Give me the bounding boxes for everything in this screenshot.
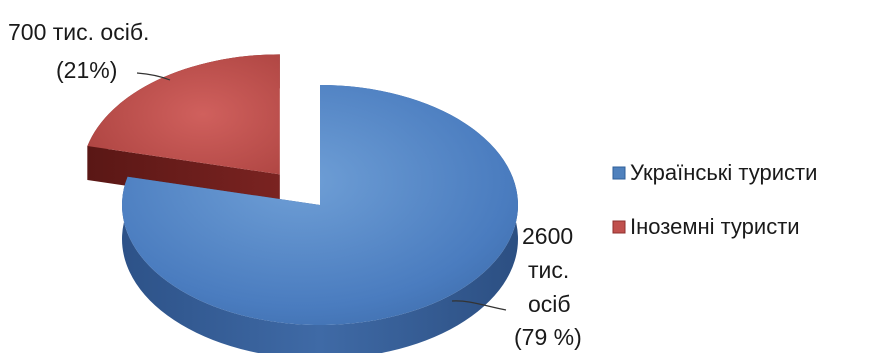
legend: Українські туристи Іноземні туристи — [612, 160, 817, 239]
legend-swatch-ukrainian — [612, 166, 626, 180]
pie-slice-ukrainian — [122, 85, 519, 325]
pie-slice-foreign — [87, 54, 280, 175]
ukrainian-label-line-2: тис. — [528, 257, 569, 283]
legend-label-ukrainian: Українські туристи — [630, 160, 817, 185]
legend-label-foreign: Іноземні туристи — [630, 214, 800, 239]
ukrainian-label-line-3: осіб — [528, 291, 571, 317]
ukrainian-label-line-1: 2600 — [522, 223, 573, 249]
leader-line-foreign — [136, 72, 171, 81]
legend-swatch-foreign — [612, 220, 626, 234]
leader-line-ukrainian — [451, 300, 507, 311]
foreign-label-line-2: (21%) — [56, 57, 117, 83]
foreign-label-line-1: 700 тис. осіб. — [8, 19, 149, 45]
ukrainian-label-line-4: (79 %) — [514, 324, 582, 350]
